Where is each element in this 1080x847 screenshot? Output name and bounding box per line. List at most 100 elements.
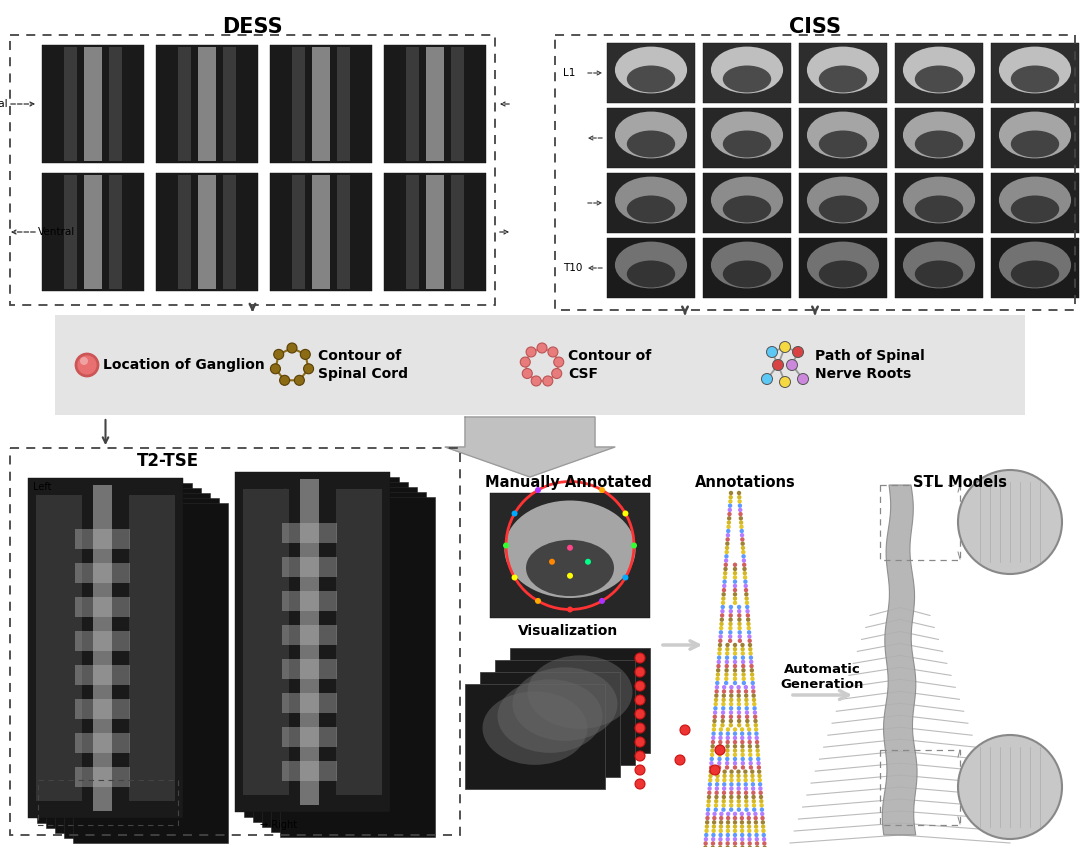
Bar: [64, 498, 219, 838]
Circle shape: [725, 545, 729, 550]
Circle shape: [720, 613, 725, 617]
Circle shape: [737, 803, 741, 808]
Circle shape: [723, 769, 727, 774]
Text: Visualization: Visualization: [518, 624, 618, 638]
Circle shape: [715, 786, 719, 791]
Circle shape: [737, 799, 741, 804]
Circle shape: [759, 794, 764, 800]
Circle shape: [726, 736, 730, 740]
Circle shape: [715, 677, 719, 681]
Bar: [312, 175, 330, 289]
Circle shape: [287, 343, 297, 353]
Circle shape: [704, 837, 708, 841]
Circle shape: [751, 685, 755, 689]
Text: DESS: DESS: [222, 17, 283, 37]
Text: L1: L1: [563, 68, 576, 78]
Circle shape: [729, 786, 733, 791]
Circle shape: [635, 709, 645, 719]
Circle shape: [761, 828, 766, 833]
Circle shape: [752, 698, 756, 702]
Circle shape: [744, 786, 748, 791]
Circle shape: [729, 807, 733, 812]
Circle shape: [744, 794, 748, 800]
Circle shape: [726, 740, 730, 745]
Bar: [490, 493, 650, 618]
Circle shape: [752, 790, 756, 795]
Circle shape: [635, 667, 645, 677]
Circle shape: [757, 778, 762, 783]
Circle shape: [725, 554, 729, 558]
Circle shape: [708, 773, 713, 778]
Ellipse shape: [615, 112, 687, 158]
Circle shape: [754, 833, 759, 837]
Ellipse shape: [711, 241, 783, 288]
Circle shape: [729, 495, 733, 500]
Circle shape: [716, 664, 720, 668]
Circle shape: [737, 807, 741, 812]
Circle shape: [740, 529, 744, 534]
Circle shape: [728, 630, 732, 634]
Circle shape: [725, 651, 729, 656]
Circle shape: [707, 782, 712, 787]
Circle shape: [746, 622, 751, 626]
Circle shape: [733, 837, 738, 841]
Bar: [607, 173, 696, 233]
Circle shape: [721, 685, 727, 689]
Bar: [93, 484, 111, 811]
Circle shape: [726, 749, 730, 753]
Circle shape: [718, 828, 723, 833]
Circle shape: [751, 769, 755, 774]
Circle shape: [729, 698, 733, 702]
Circle shape: [740, 837, 744, 841]
Circle shape: [752, 689, 756, 694]
Circle shape: [725, 761, 729, 766]
Circle shape: [754, 728, 758, 732]
Circle shape: [567, 606, 573, 612]
Bar: [282, 557, 337, 578]
Bar: [703, 173, 791, 233]
Circle shape: [721, 702, 726, 706]
Circle shape: [725, 668, 729, 673]
Bar: [607, 43, 696, 103]
Ellipse shape: [807, 47, 879, 93]
Circle shape: [724, 677, 729, 681]
Circle shape: [526, 347, 536, 357]
Circle shape: [733, 833, 738, 837]
Bar: [384, 173, 486, 291]
Circle shape: [717, 757, 721, 761]
Circle shape: [552, 368, 562, 379]
Circle shape: [733, 753, 738, 757]
Circle shape: [729, 778, 733, 783]
Circle shape: [733, 596, 738, 601]
Circle shape: [758, 782, 762, 787]
Circle shape: [719, 820, 724, 824]
Circle shape: [737, 778, 741, 783]
Circle shape: [752, 702, 756, 706]
Circle shape: [780, 377, 791, 387]
Circle shape: [273, 350, 284, 359]
Circle shape: [548, 347, 558, 357]
Circle shape: [733, 660, 738, 664]
Bar: [991, 238, 1079, 298]
Circle shape: [744, 689, 748, 694]
Circle shape: [725, 550, 729, 554]
Circle shape: [733, 740, 738, 745]
Bar: [75, 597, 131, 617]
Circle shape: [521, 357, 530, 367]
Circle shape: [710, 761, 714, 766]
Circle shape: [733, 567, 738, 571]
Ellipse shape: [1011, 130, 1059, 158]
Circle shape: [705, 820, 710, 824]
Circle shape: [715, 681, 719, 685]
Bar: [406, 175, 419, 289]
Circle shape: [729, 782, 733, 787]
Circle shape: [744, 596, 748, 601]
Circle shape: [711, 841, 715, 845]
Circle shape: [740, 533, 744, 538]
Circle shape: [740, 845, 744, 847]
Bar: [129, 495, 175, 801]
Circle shape: [733, 656, 738, 660]
Circle shape: [733, 588, 738, 592]
Circle shape: [744, 588, 748, 592]
Ellipse shape: [527, 656, 633, 729]
